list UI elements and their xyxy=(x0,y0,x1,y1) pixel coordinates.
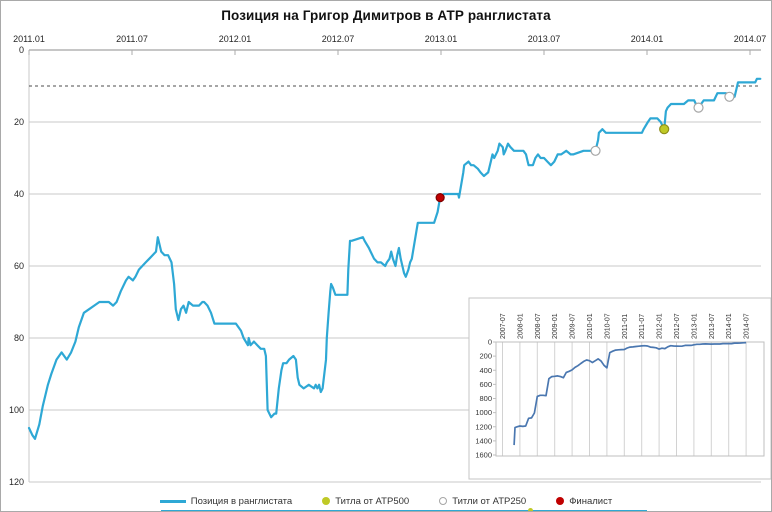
legend-item-finalist: Финалист xyxy=(556,496,612,507)
legend-label-ranking: Позиция в ранглистата xyxy=(190,495,293,507)
inset-y-label: 200 xyxy=(479,352,492,361)
inset-y-label: 600 xyxy=(479,380,492,389)
inset-x-label: 2007-07 xyxy=(500,313,507,339)
inset-box xyxy=(468,297,771,480)
legend-label-atp250: Титли от ATP250 xyxy=(452,495,527,507)
inset-x-label: 2014-07 xyxy=(744,313,751,339)
legend-label-finalist: Финалист xyxy=(569,495,613,507)
x-tick-label: 2014.07 xyxy=(734,34,767,44)
inset-x-label: 2008-07 xyxy=(535,313,542,339)
inset-y-label: 0 xyxy=(488,338,492,347)
marker-atp500 xyxy=(659,124,670,135)
y-tick-label: 0 xyxy=(19,45,24,55)
legend-item-atp500: Титла от ATP500 xyxy=(322,496,409,507)
event-markers xyxy=(435,91,735,203)
inset-x-label: 2011-01 xyxy=(622,314,629,339)
inset-y-label: 1000 xyxy=(475,408,492,417)
x-tick-label: 2011.01 xyxy=(13,34,45,44)
inset-y-label: 1200 xyxy=(475,422,492,431)
atp250-circle-icon xyxy=(439,497,448,505)
legend-item-ranking: Позиция в ранглистата xyxy=(159,495,293,507)
inset-x-label: 2010-07 xyxy=(604,313,611,339)
inset-x-label: 2009-01 xyxy=(552,313,559,339)
x-tick-label: 2011.07 xyxy=(116,34,148,44)
y-tick-label: 100 xyxy=(9,405,24,415)
inset-y-label: 1600 xyxy=(475,451,492,460)
clipped-legend-artifact-dot xyxy=(528,508,533,511)
y-tick-label: 120 xyxy=(9,477,24,487)
y-tick-label: 40 xyxy=(14,189,24,199)
marker-atp250 xyxy=(693,102,704,113)
inset-x-label: 2013-07 xyxy=(709,313,716,339)
inset-chart: 2007-07 2008-01 2008-07 2009-01 2009-07 2010-… xyxy=(468,297,771,480)
y-tick-label: 80 xyxy=(14,333,24,343)
inset-y-label: 800 xyxy=(479,394,492,403)
inset-x-label: 2009-07 xyxy=(570,313,577,339)
x-tick-label: 2012.07 xyxy=(322,34,355,44)
inset-y-labels: 0 200 400 600 800 1000 1200 1400 1600 xyxy=(475,338,496,460)
clipped-legend-artifact-line xyxy=(161,510,647,511)
marker-finalist xyxy=(435,193,445,203)
inset-x-label: 2013-01 xyxy=(691,313,698,339)
inset-x-label: 2010-01 xyxy=(587,313,594,339)
x-tick-label: 2014.01 xyxy=(631,34,664,44)
legend: Позиция в ранглистата Титла от ATP500 Ти… xyxy=(1,492,771,510)
inset-x-label: 2011-07 xyxy=(639,314,646,339)
y-tick-label: 60 xyxy=(14,261,24,271)
inset-ranking-line xyxy=(513,341,747,446)
inset-x-label: 2008-01 xyxy=(517,313,524,339)
inset-gridlines: 2007-07 2008-01 2008-07 2009-01 2009-07 2010-… xyxy=(500,313,751,456)
legend-label-atp500: Титла от ATP500 xyxy=(335,495,410,507)
inset-x-label: 2014-01 xyxy=(726,313,733,339)
inset-y-label: 1400 xyxy=(475,436,492,445)
y-tick-label: 20 xyxy=(14,117,24,127)
x-tick-label: 2013.07 xyxy=(528,34,561,44)
main-x-axis: 2011.01 2011.07 2012.01 2012.07 2013.01 2013.… xyxy=(13,34,766,55)
atp500-dot-icon xyxy=(322,497,331,505)
x-tick-label: 2013.01 xyxy=(425,34,458,44)
marker-atp250 xyxy=(590,145,601,156)
chart-title: Позиция на Григор Димитров в АТР ранглис… xyxy=(221,8,551,23)
ranking-line-swatch-icon xyxy=(159,499,186,503)
finalist-dot-icon xyxy=(556,497,565,505)
x-tick-label: 2012.01 xyxy=(219,34,252,44)
legend-item-atp250: Титли от ATP250 xyxy=(439,496,526,507)
inset-x-label: 2012-07 xyxy=(674,313,681,339)
inset-x-label: 2012-01 xyxy=(657,313,664,339)
main-y-axis-labels: 0 20 40 60 80 100 120 xyxy=(9,45,24,487)
marker-atp250 xyxy=(724,91,735,102)
inset-y-label: 400 xyxy=(479,366,492,375)
